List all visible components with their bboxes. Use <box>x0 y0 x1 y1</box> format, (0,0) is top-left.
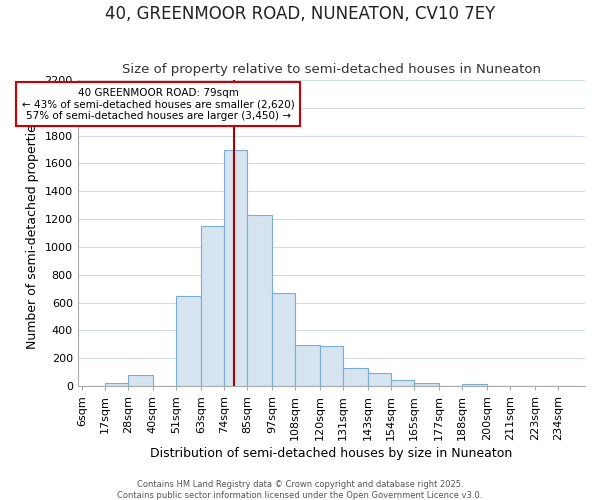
Bar <box>176 296 201 386</box>
Bar <box>343 368 368 386</box>
Bar <box>201 226 224 386</box>
Text: 40, GREENMOOR ROAD, NUNEATON, CV10 7EY: 40, GREENMOOR ROAD, NUNEATON, CV10 7EY <box>105 5 495 23</box>
Bar <box>462 384 487 386</box>
Bar <box>368 373 391 386</box>
Title: Size of property relative to semi-detached houses in Nuneaton: Size of property relative to semi-detach… <box>122 63 541 76</box>
Bar <box>320 346 343 386</box>
Text: 40 GREENMOOR ROAD: 79sqm
← 43% of semi-detached houses are smaller (2,620)
57% o: 40 GREENMOOR ROAD: 79sqm ← 43% of semi-d… <box>22 88 295 121</box>
Bar <box>295 345 320 386</box>
Text: Contains HM Land Registry data © Crown copyright and database right 2025.
Contai: Contains HM Land Registry data © Crown c… <box>118 480 482 500</box>
Bar <box>247 215 272 386</box>
Bar <box>224 150 247 386</box>
X-axis label: Distribution of semi-detached houses by size in Nuneaton: Distribution of semi-detached houses by … <box>150 447 512 460</box>
Bar <box>391 380 414 386</box>
Y-axis label: Number of semi-detached properties: Number of semi-detached properties <box>26 118 39 348</box>
Bar <box>128 375 153 386</box>
Bar <box>414 383 439 386</box>
Bar <box>272 293 295 386</box>
Bar <box>105 383 128 386</box>
